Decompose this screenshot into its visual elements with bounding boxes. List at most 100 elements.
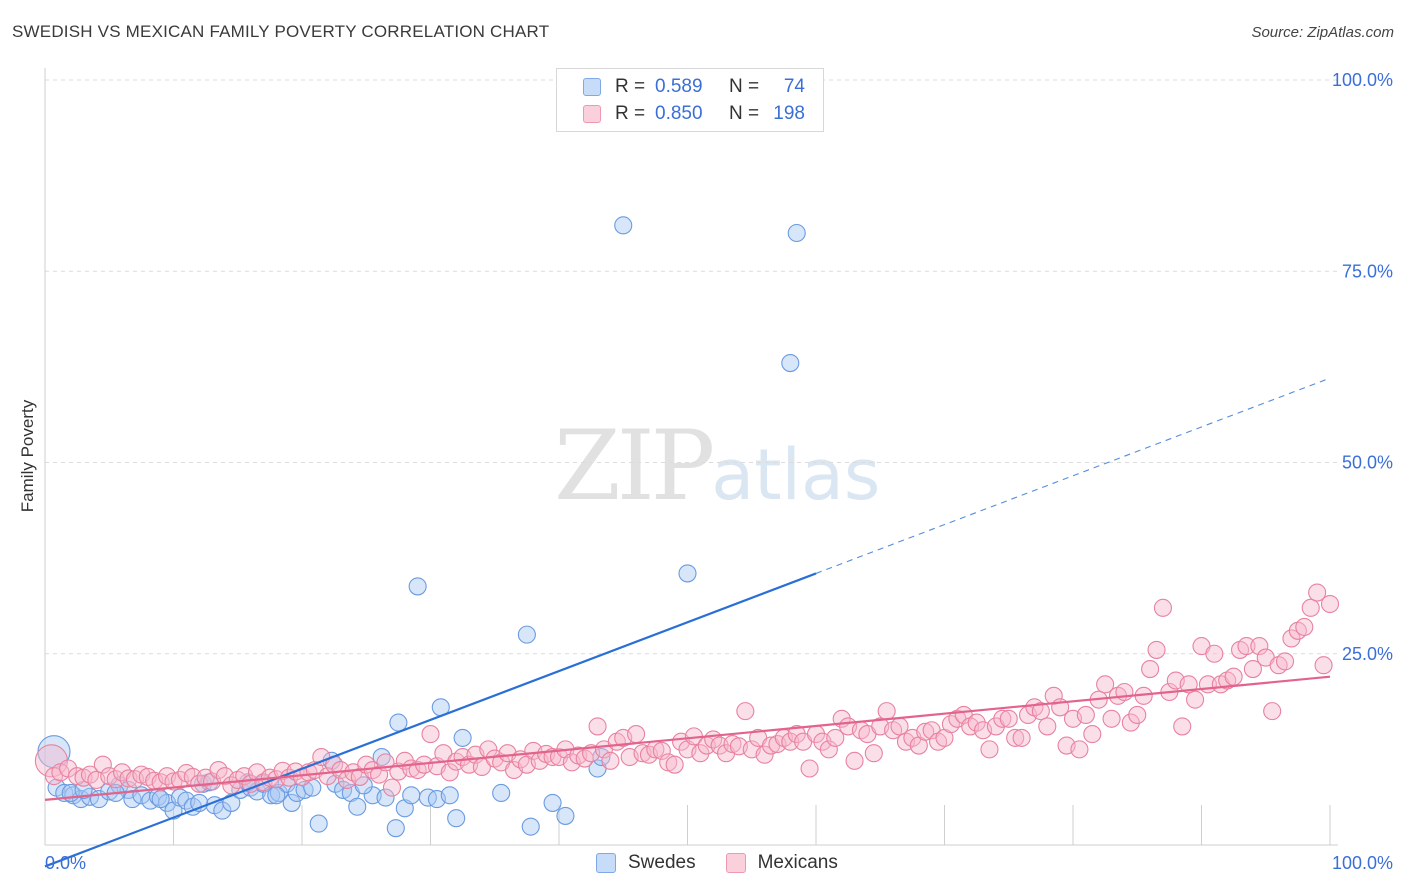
data-point bbox=[1006, 728, 1025, 747]
x-tick-label: 0.0% bbox=[45, 853, 86, 873]
data-point bbox=[1250, 637, 1269, 656]
data-point bbox=[282, 793, 301, 812]
legend-swatch-mexicans bbox=[583, 105, 601, 123]
data-point bbox=[543, 793, 562, 812]
data-point bbox=[1083, 725, 1102, 744]
data-point bbox=[864, 744, 883, 763]
trend-line-swedes bbox=[44, 572, 817, 868]
data-point bbox=[348, 797, 367, 816]
data-point bbox=[1205, 644, 1224, 663]
data-point bbox=[652, 741, 671, 760]
legend-label-swedes: Swedes bbox=[628, 852, 696, 873]
data-point bbox=[1295, 617, 1314, 637]
data-point bbox=[665, 755, 684, 774]
trend-line-swedes-extension bbox=[815, 377, 1331, 574]
data-point bbox=[916, 722, 935, 741]
data-point bbox=[627, 725, 646, 744]
tick-labels: 100.0% 75.0% 50.0% 25.0% 0.0% 100.0% bbox=[45, 70, 1393, 873]
trend-line-mexicans bbox=[44, 675, 1331, 801]
data-point bbox=[1263, 702, 1282, 721]
data-point bbox=[1153, 598, 1172, 617]
legend-n-label: N = bbox=[729, 103, 760, 124]
data-point bbox=[787, 725, 806, 744]
data-point bbox=[1031, 702, 1050, 721]
legend-swatch-swedes bbox=[583, 78, 601, 96]
y-tick-label: 50.0% bbox=[1342, 453, 1393, 473]
legend-n-value: 198 bbox=[773, 103, 805, 124]
data-point bbox=[1320, 594, 1340, 614]
data-point bbox=[408, 577, 427, 596]
data-point bbox=[447, 809, 466, 828]
source-label: Source: ZipAtlas.com bbox=[1251, 24, 1394, 41]
data-point bbox=[1044, 686, 1063, 705]
data-point bbox=[1070, 740, 1089, 759]
data-point bbox=[1282, 629, 1301, 648]
data-point bbox=[222, 793, 241, 812]
x-tick-label: 100.0% bbox=[1332, 853, 1393, 873]
correlation-legend: R = 0.589 N = 74 R = 0.850 N = 198 bbox=[556, 68, 824, 132]
data-point bbox=[819, 740, 838, 759]
legend-label-mexicans: Mexicans bbox=[757, 852, 838, 873]
data-point bbox=[521, 817, 540, 836]
data-point bbox=[1128, 705, 1147, 725]
legend-r-value: 0.589 bbox=[655, 76, 703, 97]
axes bbox=[44, 68, 1338, 846]
data-point bbox=[614, 216, 633, 235]
legend-swatch-mexicans bbox=[725, 853, 746, 873]
data-point bbox=[993, 709, 1012, 728]
trend-lines bbox=[44, 377, 1331, 868]
data-point bbox=[1314, 656, 1333, 675]
data-point bbox=[386, 819, 405, 838]
data-point bbox=[1012, 728, 1031, 747]
legend-n-label: N = bbox=[729, 76, 760, 97]
data-point bbox=[440, 786, 459, 805]
watermark-zip: ZIP bbox=[554, 410, 715, 522]
watermark-atlas: atlas bbox=[711, 434, 881, 516]
legend-n-value: 74 bbox=[783, 76, 805, 97]
watermark: ZIPatlas bbox=[554, 410, 880, 522]
data-point bbox=[151, 790, 170, 809]
data-point bbox=[421, 725, 440, 744]
data-point bbox=[781, 353, 800, 373]
data-point bbox=[1275, 652, 1295, 671]
data-point bbox=[1147, 640, 1166, 659]
legend-item-swedes: Swedes bbox=[596, 852, 696, 874]
legend-swatch-swedes bbox=[596, 853, 616, 873]
data-point bbox=[736, 702, 755, 721]
data-point bbox=[781, 732, 800, 751]
legend-r-value: 0.850 bbox=[655, 103, 703, 124]
series-legend: Swedes Mexicans bbox=[596, 852, 868, 874]
data-point bbox=[309, 814, 328, 833]
data-point bbox=[1096, 675, 1115, 694]
data-point bbox=[382, 778, 402, 797]
data-point bbox=[999, 709, 1018, 728]
data-point bbox=[418, 788, 437, 807]
data-point bbox=[1224, 667, 1243, 686]
data-point bbox=[826, 728, 845, 747]
legend-r-label: R = bbox=[615, 76, 646, 97]
data-point bbox=[1179, 675, 1198, 694]
data-point bbox=[517, 625, 536, 644]
data-point bbox=[440, 763, 459, 782]
data-point bbox=[389, 713, 408, 732]
data-point bbox=[800, 759, 819, 778]
legend-r-label: R = bbox=[615, 103, 646, 124]
data-point bbox=[106, 770, 125, 789]
data-point bbox=[402, 786, 421, 805]
data-point bbox=[845, 751, 864, 770]
legend-row-mexicans: R = 0.850 N = 198 bbox=[583, 101, 805, 127]
legend-item-mexicans: Mexicans bbox=[725, 852, 838, 874]
data-point bbox=[1102, 709, 1121, 728]
chart-title: SWEDISH VS MEXICAN FAMILY POVERTY CORREL… bbox=[12, 22, 550, 41]
data-point bbox=[755, 745, 774, 764]
y-tick-label: 25.0% bbox=[1342, 644, 1393, 664]
data-point bbox=[1121, 713, 1140, 732]
data-point bbox=[1173, 717, 1192, 736]
data-point bbox=[691, 744, 710, 763]
data-point bbox=[678, 564, 697, 583]
data-point bbox=[1237, 637, 1256, 656]
data-point bbox=[1186, 690, 1205, 709]
data-point bbox=[787, 223, 806, 243]
data-point bbox=[1243, 659, 1262, 679]
